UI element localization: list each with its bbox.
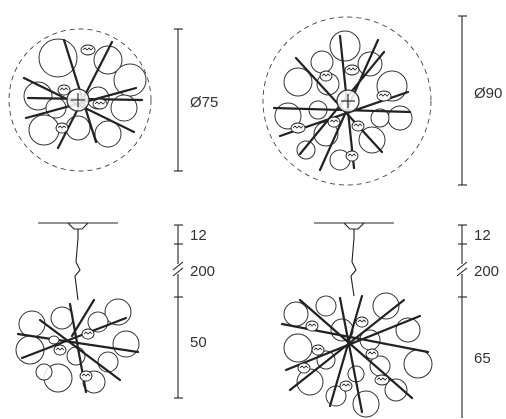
- small-side-rods: [16, 298, 140, 394]
- large-cable-label: 200: [474, 263, 499, 280]
- small-center-hub: [66, 88, 90, 112]
- large-diameter-label: Ø90: [474, 85, 502, 102]
- large-height-dimensions: 12 200 65: [456, 224, 499, 418]
- small-side-bulbs: [48, 328, 95, 382]
- small-outline-circle: [8, 28, 152, 172]
- small-top-bubbles: [23, 38, 147, 148]
- large-diameter-dimension: Ø90: [458, 15, 502, 186]
- large-outline-circle: [262, 16, 432, 186]
- large-body-label: 65: [474, 350, 491, 367]
- large-lamp-top-view: [262, 16, 432, 186]
- large-canopy-label: 12: [474, 227, 491, 244]
- small-top-bulbs: [55, 44, 108, 134]
- large-lamp-side-view: [280, 222, 433, 418]
- small-diameter-dimension: Ø75: [174, 28, 218, 172]
- small-cable-label: 200: [190, 263, 215, 280]
- large-cable: [350, 237, 357, 297]
- small-body-label: 50: [190, 334, 207, 351]
- small-canopy-label: 12: [190, 227, 207, 244]
- large-canopy: [342, 222, 366, 230]
- small-lamp-side-view: [15, 222, 140, 394]
- small-diameter-label: Ø75: [190, 94, 218, 111]
- large-top-bubbles: [274, 30, 413, 171]
- small-cable: [74, 237, 81, 301]
- large-side-bubbles: [283, 292, 433, 418]
- small-height-dimensions: 12 200 50: [172, 224, 215, 399]
- large-center-hub: [336, 89, 360, 113]
- large-side-rods: [280, 294, 430, 414]
- small-lamp-top-view: [8, 28, 152, 172]
- small-canopy: [66, 222, 90, 230]
- large-top-bulbs: [290, 64, 392, 162]
- large-side-bulbs: [297, 316, 390, 392]
